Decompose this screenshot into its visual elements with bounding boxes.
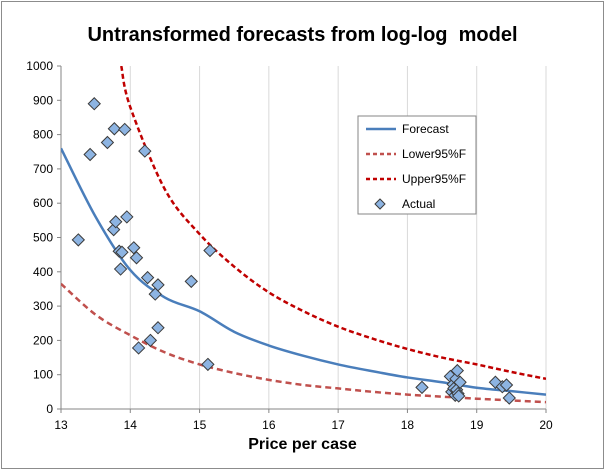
y-tick-label: 300 (33, 299, 53, 313)
y-tick-label: 700 (33, 162, 53, 176)
lower95-f-line (61, 282, 546, 404)
actual-point (118, 122, 132, 137)
actual-point (87, 97, 101, 111)
x-tick-label: 17 (331, 418, 345, 432)
actual-point (453, 375, 467, 389)
legend-label-actual: Actual (402, 197, 435, 211)
x-tick-label: 13 (54, 418, 68, 432)
actual-point (138, 144, 152, 158)
actual-point (203, 243, 217, 258)
grid-layer (129, 66, 547, 409)
chart-title: Untransformed forecasts from log-log mod… (87, 24, 518, 46)
actual-point (415, 380, 429, 395)
x-tick-label: 20 (539, 418, 553, 432)
actual-point (140, 270, 155, 285)
actual-point (151, 321, 165, 335)
actual-point (71, 233, 86, 247)
y-tick-label: 100 (33, 368, 53, 382)
legend: Forecast Lower95%F Upper95%F Actual (357, 115, 477, 215)
y-tick-label: 1000 (26, 59, 53, 73)
legend-label-lower95-f: Lower95%F (402, 147, 466, 161)
forecast-line (61, 147, 546, 396)
x-tick-label: 16 (262, 418, 276, 432)
x-axis-label: Price per case (248, 436, 357, 453)
actual-point (148, 287, 162, 301)
y-tick-label: 0 (46, 402, 53, 416)
actual-point (131, 341, 146, 355)
y-tick-label: 600 (33, 196, 53, 210)
actual-point (109, 215, 123, 229)
actual-point (115, 245, 129, 259)
actual-point (450, 363, 465, 378)
actual-point (151, 278, 165, 292)
legend-swatch-actual (374, 198, 386, 210)
x-tick-label: 18 (401, 418, 415, 432)
actual-point (127, 241, 141, 255)
legend-label-upper95-f: Upper95%F (402, 172, 466, 186)
actual-point (499, 378, 514, 392)
y-tick-label: 900 (33, 93, 53, 107)
marker-layer (71, 97, 516, 405)
actual-point (184, 274, 198, 289)
y-tick-label: 200 (33, 333, 53, 347)
y-tick-label: 400 (33, 265, 53, 279)
legend-box (357, 115, 477, 215)
x-tick-label: 15 (193, 418, 207, 432)
upper95-f-line (120, 66, 546, 381)
actual-point (451, 389, 466, 403)
axis-layer: 0 100 200 300 400 500 600 700 800 900 1000 13 14 15 16… (26, 59, 553, 432)
actual-point (129, 251, 144, 265)
y-tick-label: 800 (33, 128, 53, 142)
legend-label-forecast: Forecast (402, 122, 449, 136)
actual-point (120, 210, 134, 224)
actual-point (201, 357, 215, 372)
actual-point (107, 122, 122, 136)
actual-point (502, 391, 516, 405)
actual-point (113, 262, 128, 276)
series-layer (61, 66, 546, 404)
x-tick-label: 19 (470, 418, 484, 432)
actual-point (83, 147, 97, 162)
actual-point (143, 333, 158, 348)
y-tick-label: 500 (33, 231, 53, 245)
x-tick-label: 14 (124, 418, 138, 432)
actual-point (100, 135, 115, 150)
